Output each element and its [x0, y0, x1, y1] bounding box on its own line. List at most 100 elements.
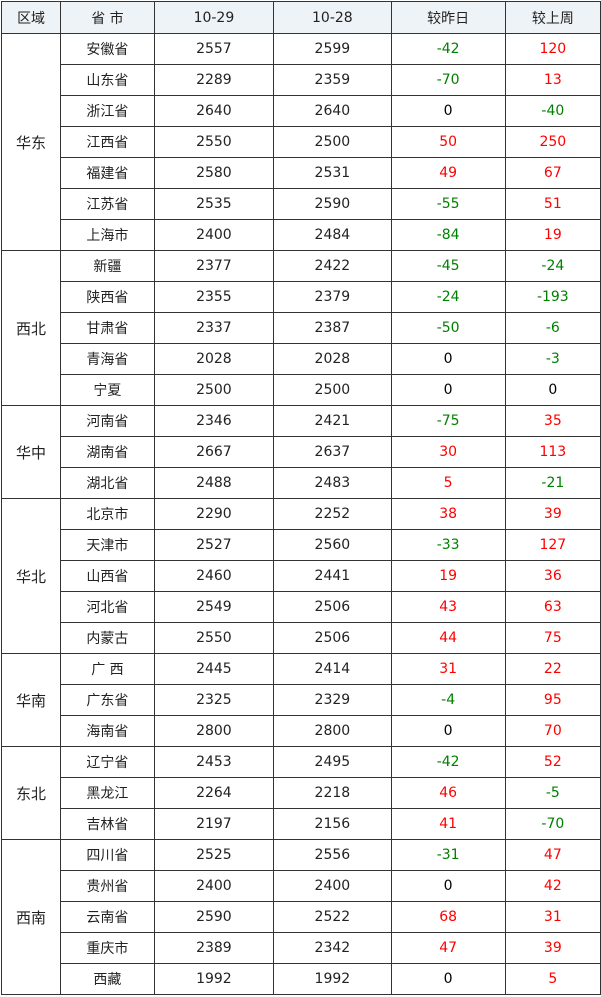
province-cell: 江西省 [60, 126, 155, 158]
week-change-cell: 22 [504, 653, 601, 685]
region-cell: 西北 [0, 250, 62, 406]
week-change-cell: -70 [504, 808, 601, 840]
week-change-cell: 31 [504, 901, 601, 933]
week-change-cell: 113 [504, 436, 601, 468]
week-change-cell: 120 [504, 33, 601, 65]
table-row: 广东省 2325 2329 -4 95 [2, 684, 601, 716]
price-1028-cell: 2637 [273, 436, 392, 468]
price-1029-cell: 2580 [153, 157, 275, 189]
province-cell: 宁夏 [60, 374, 155, 406]
day-change-cell: -70 [390, 64, 506, 96]
province-cell: 山西省 [60, 560, 155, 592]
table-row: 上海市 2400 2484 -84 19 [2, 219, 601, 251]
province-cell: 河北省 [60, 591, 155, 623]
price-1029-cell: 2197 [153, 808, 275, 840]
table-row: 浙江省 2640 2640 0 -40 [2, 95, 601, 127]
price-1028-cell: 2560 [273, 529, 392, 561]
table-row: 陕西省 2355 2379 -24 -193 [2, 281, 601, 313]
day-change-cell: -31 [390, 839, 506, 871]
day-change-cell: 50 [390, 126, 506, 158]
day-change-cell: 0 [390, 343, 506, 375]
province-cell: 云南省 [60, 901, 155, 933]
table-row: 山东省 2289 2359 -70 13 [2, 64, 601, 96]
table-row: 东北 辽宁省 2453 2495 -42 52 [0, 746, 601, 840]
week-change-cell: -193 [504, 281, 601, 313]
province-cell: 内蒙古 [60, 622, 155, 654]
header-region: 区域 [0, 1, 62, 34]
day-change-cell: -24 [390, 281, 506, 313]
table-row: 华中 河南省 2346 2421 -75 35 [0, 405, 601, 499]
region-cell: 东北 [0, 746, 62, 840]
week-change-cell: 5 [504, 963, 601, 995]
table-row: 黑龙江 2264 2218 46 -5 [2, 777, 601, 809]
price-1029-cell: 2535 [153, 188, 275, 220]
region-cell: 华北 [0, 498, 62, 654]
day-change-cell: 41 [390, 808, 506, 840]
day-change-cell: -55 [390, 188, 506, 220]
price-1028-cell: 2484 [273, 219, 392, 251]
day-change-cell: 47 [390, 932, 506, 964]
day-change-cell: -75 [390, 405, 506, 437]
price-1029-cell: 2377 [153, 250, 275, 282]
price-1028-cell: 2590 [273, 188, 392, 220]
province-cell: 重庆市 [60, 932, 155, 964]
region-cell: 西南 [0, 839, 62, 995]
price-1028-cell: 2506 [273, 622, 392, 654]
price-1029-cell: 2264 [153, 777, 275, 809]
province-cell: 福建省 [60, 157, 155, 189]
week-change-cell: -3 [504, 343, 601, 375]
table-row: 福建省 2580 2531 49 67 [2, 157, 601, 189]
day-change-cell: -45 [390, 250, 506, 282]
province-cell: 海南省 [60, 715, 155, 747]
day-change-cell: -4 [390, 684, 506, 716]
price-1028-cell: 2483 [273, 467, 392, 499]
week-change-cell: 35 [504, 405, 601, 437]
table-row: 华东 安徽省 2557 2599 -42 120 [0, 33, 601, 251]
price-1028-cell: 2329 [273, 684, 392, 716]
price-1029-cell: 2355 [153, 281, 275, 313]
province-cell: 新疆 [60, 250, 155, 282]
day-change-cell: 5 [390, 467, 506, 499]
day-change-cell: 0 [390, 374, 506, 406]
price-1029-cell: 2800 [153, 715, 275, 747]
province-cell: 陕西省 [60, 281, 155, 313]
province-cell: 黑龙江 [60, 777, 155, 809]
price-1029-cell: 2549 [153, 591, 275, 623]
price-1029-cell: 2028 [153, 343, 275, 375]
province-cell: 河南省 [60, 405, 155, 437]
region-cell: 华中 [0, 405, 62, 499]
day-change-cell: 38 [390, 498, 506, 530]
price-1029-cell: 2346 [153, 405, 275, 437]
week-change-cell: -5 [504, 777, 601, 809]
week-change-cell: 67 [504, 157, 601, 189]
province-cell: 安徽省 [60, 33, 155, 65]
price-1029-cell: 2337 [153, 312, 275, 344]
province-cell: 四川省 [60, 839, 155, 871]
week-change-cell: -6 [504, 312, 601, 344]
day-change-cell: 49 [390, 157, 506, 189]
week-change-cell: -40 [504, 95, 601, 127]
table-row: 宁夏 2500 2500 0 0 [2, 374, 601, 406]
day-change-cell: 0 [390, 870, 506, 902]
price-1028-cell: 1992 [273, 963, 392, 995]
province-cell: 天津市 [60, 529, 155, 561]
province-cell: 湖北省 [60, 467, 155, 499]
day-change-cell: 0 [390, 715, 506, 747]
price-1029-cell: 2667 [153, 436, 275, 468]
week-change-cell: -24 [504, 250, 601, 282]
price-1029-cell: 2488 [153, 467, 275, 499]
price-1028-cell: 2522 [273, 901, 392, 933]
table-row: 江西省 2550 2500 50 250 [2, 126, 601, 158]
price-1028-cell: 2556 [273, 839, 392, 871]
price-1028-cell: 2599 [273, 33, 392, 65]
day-change-cell: 68 [390, 901, 506, 933]
price-1028-cell: 2414 [273, 653, 392, 685]
price-1029-cell: 2325 [153, 684, 275, 716]
price-1028-cell: 2028 [273, 343, 392, 375]
week-change-cell: 95 [504, 684, 601, 716]
table-row: 内蒙古 2550 2506 44 75 [2, 622, 601, 654]
province-cell: 江苏省 [60, 188, 155, 220]
day-change-cell: 31 [390, 653, 506, 685]
province-cell: 广 西 [60, 653, 155, 685]
